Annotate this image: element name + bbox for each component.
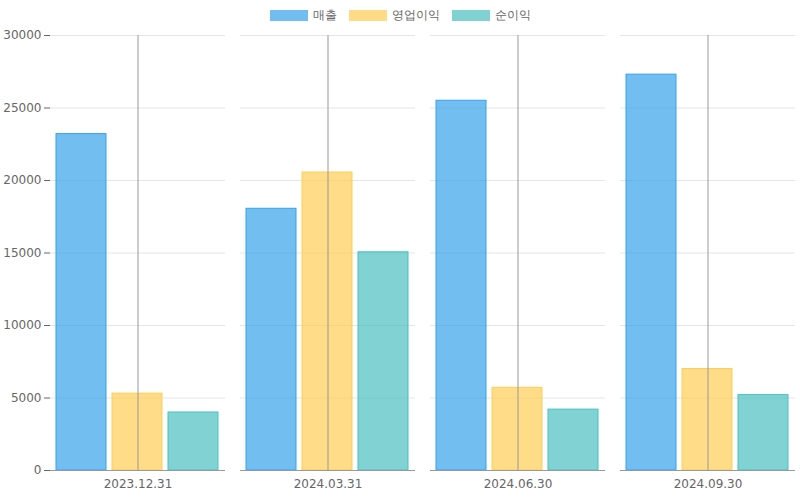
svg-text:2024.09.30: 2024.09.30	[674, 477, 743, 491]
html-text:영업이익: 영업이익	[391, 7, 440, 22]
svg-text:2024.03.31: 2024.03.31	[294, 477, 363, 491]
svg-text:2024.06.30: 2024.06.30	[484, 477, 553, 491]
html-text:순이익: 순이익	[494, 7, 531, 22]
svg-text:0: 0	[34, 463, 42, 477]
svg-text:15000: 15000	[3, 246, 41, 260]
svg-text:25000: 25000	[3, 101, 41, 115]
svg-text:20000: 20000	[3, 173, 41, 187]
svg-text:2023.12.31: 2023.12.31	[104, 477, 173, 491]
svg-text:10000: 10000	[3, 318, 41, 332]
html-text:매출: 매출	[312, 7, 337, 22]
svg-text:30000: 30000	[3, 30, 41, 42]
svg-text:5000: 5000	[11, 391, 42, 405]
